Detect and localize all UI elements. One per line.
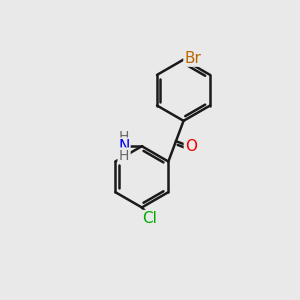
Text: H: H [118,130,129,144]
Text: O: O [185,139,197,154]
Text: Br: Br [184,51,201,66]
Text: Cl: Cl [142,211,157,226]
Text: H: H [118,148,129,163]
Text: N: N [118,139,129,154]
